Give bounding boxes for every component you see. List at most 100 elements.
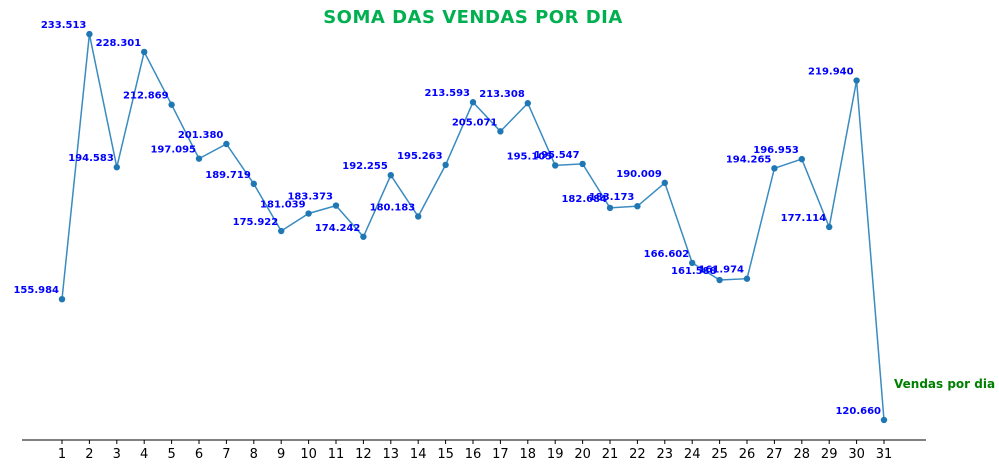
x-tick-label: 8	[250, 447, 258, 462]
x-tick-label: 26	[739, 447, 756, 462]
x-tick-label: 11	[328, 447, 345, 462]
data-point	[86, 30, 93, 38]
data-point	[497, 128, 504, 135]
x-tick-label: 31	[876, 447, 893, 462]
x-tick-label: 17	[492, 447, 509, 462]
data-label: 195.263	[397, 151, 443, 162]
x-tick-label: 2	[85, 447, 93, 462]
data-label: 195.105	[507, 151, 553, 162]
data-label: 183.173	[589, 192, 635, 203]
data-label: 177.114	[781, 213, 827, 224]
data-point	[634, 203, 641, 210]
data-label: 197.095	[150, 145, 196, 156]
data-point	[716, 276, 723, 284]
data-point	[387, 171, 394, 179]
data-label: 219.940	[808, 67, 854, 78]
data-label: 175.922	[233, 217, 279, 228]
data-label: 213.308	[479, 89, 525, 100]
data-point	[880, 416, 888, 424]
x-tick-label: 28	[794, 447, 811, 462]
data-label: 192.255	[342, 161, 388, 172]
data-point	[113, 164, 121, 171]
data-label: 161.588	[671, 266, 717, 277]
data-point	[168, 101, 175, 108]
data-label: 120.660	[835, 406, 881, 417]
data-point	[579, 160, 586, 168]
data-point	[771, 165, 778, 172]
data-label: 180.183	[370, 202, 416, 213]
x-tick-label: 19	[547, 447, 564, 462]
data-point	[58, 295, 66, 303]
x-tick-label: 25	[711, 447, 728, 462]
series-line	[61, 33, 885, 421]
series-line-layer	[61, 33, 885, 421]
x-tick-label: 3	[113, 447, 121, 462]
data-label: 195.547	[534, 150, 580, 161]
x-tick-label: 18	[520, 447, 537, 462]
data-point	[195, 155, 203, 162]
data-point	[853, 77, 860, 84]
data-label: 189.719	[205, 170, 251, 181]
x-tick-label: 7	[222, 447, 230, 462]
data-label: 213.593	[424, 88, 470, 99]
chart-title: SOMA DAS VENDAS POR DIA	[323, 7, 623, 28]
x-tick-label: 12	[355, 447, 372, 462]
data-point	[305, 210, 312, 217]
data-label: 212.869	[123, 91, 169, 102]
data-points	[58, 30, 888, 424]
data-point	[606, 204, 614, 212]
data-labels: 155.984 233.513 194.583 228.301 212.869 197.0…	[13, 20, 881, 417]
x-tick-label: 6	[195, 447, 203, 462]
data-label: 166.602	[644, 249, 690, 260]
x-tick-label: 13	[383, 447, 400, 462]
data-point	[278, 227, 285, 235]
x-tick-label: 1	[58, 447, 66, 462]
data-point	[415, 213, 422, 220]
x-tick-label: 5	[167, 447, 175, 462]
x-tick-label: 10	[300, 447, 317, 462]
data-point	[223, 140, 230, 148]
data-label: 155.984	[13, 285, 59, 296]
data-label: 194.583	[68, 153, 114, 164]
x-tick-label: 29	[821, 447, 838, 462]
legend-entry: Vendas por dia	[894, 377, 995, 391]
x-tick-label: 9	[277, 447, 285, 462]
data-point	[332, 202, 340, 209]
data-label: 183.373	[287, 192, 333, 203]
data-point	[250, 180, 257, 188]
data-point	[442, 161, 449, 169]
data-label: 182.684	[561, 194, 607, 205]
data-point	[524, 100, 531, 107]
data-label: 174.242	[315, 223, 361, 234]
x-tick-label: 30	[848, 447, 865, 462]
x-tick-label: 15	[437, 447, 454, 462]
x-tick-label: 14	[410, 447, 427, 462]
x-tick-label: 21	[602, 447, 619, 462]
data-point	[743, 275, 751, 282]
data-point	[360, 233, 367, 240]
data-point	[689, 259, 696, 267]
x-tick-label: 16	[465, 447, 482, 462]
x-tick-label: 22	[629, 447, 646, 462]
x-tick-label: 4	[140, 447, 148, 462]
data-point	[552, 162, 559, 169]
data-point	[141, 48, 148, 56]
data-label: 194.265	[726, 154, 772, 165]
x-tick-label: 24	[684, 447, 701, 462]
data-label: 205.071	[452, 117, 498, 128]
data-point	[826, 223, 833, 231]
x-tick-label: 23	[657, 447, 674, 462]
data-point	[661, 179, 668, 187]
data-label: 233.513	[41, 20, 87, 31]
data-label: 201.380	[178, 130, 224, 141]
data-point	[469, 99, 477, 106]
x-tick-label: 27	[766, 447, 783, 462]
x-tick-label: 20	[574, 447, 591, 462]
data-label: 161.974	[698, 265, 744, 276]
x-axis: 1 2 3 4 5 6 7 8 9 10 11 12 13 14 15 16 17 18 19 20 21 22 23 24 2…	[22, 439, 926, 462]
data-label: 228.301	[96, 38, 142, 49]
data-label: 196.953	[753, 145, 799, 156]
data-label: 190.009	[616, 169, 662, 180]
data-point	[798, 155, 805, 163]
